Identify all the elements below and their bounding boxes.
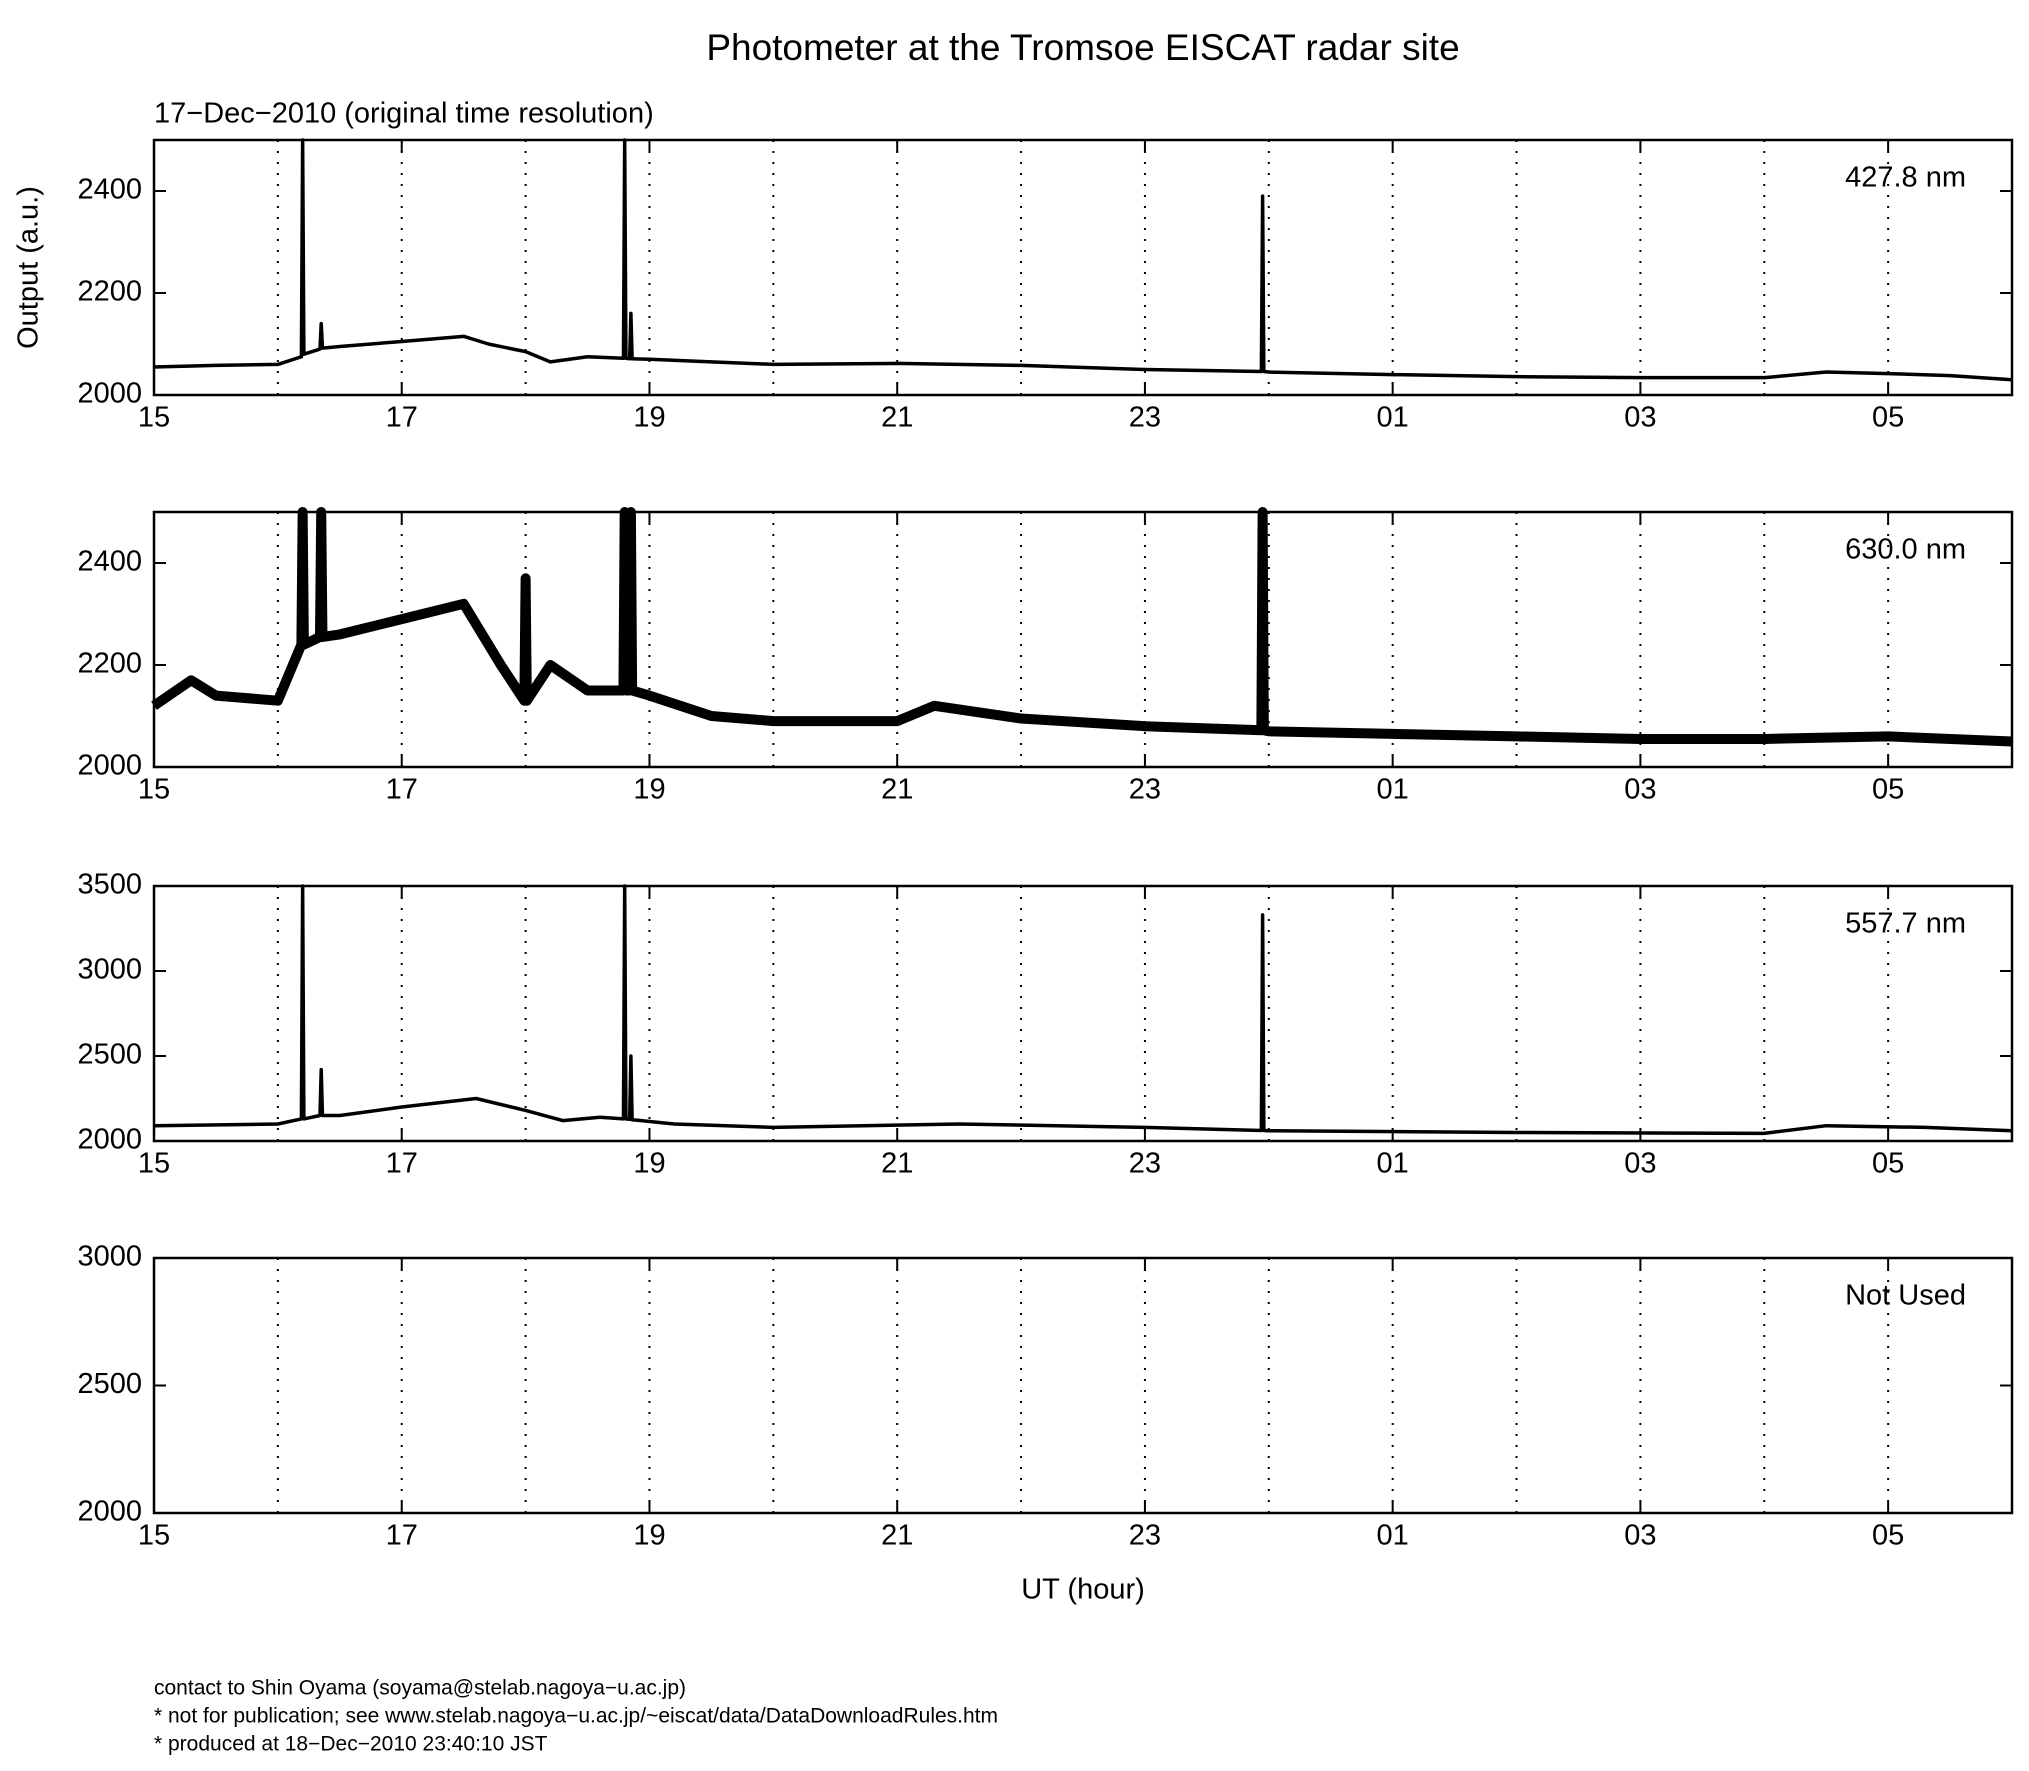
x-tick-label: 19 <box>633 1520 665 1552</box>
x-tick-label: 01 <box>1377 1148 1409 1180</box>
panel-label: Not Used <box>1845 1280 1966 1312</box>
x-tick-label: 21 <box>881 402 913 434</box>
y-tick-label: 2400 <box>77 546 142 578</box>
x-tick-label: 17 <box>386 1520 418 1552</box>
x-tick-label: 21 <box>881 1520 913 1552</box>
y-tick-label: 3500 <box>77 869 142 901</box>
y-tick-label: 2200 <box>77 648 142 680</box>
x-tick-label: 05 <box>1872 774 1904 806</box>
x-tick-label: 05 <box>1872 1520 1904 1552</box>
x-tick-label: 19 <box>633 402 665 434</box>
y-tick-label: 2000 <box>77 1124 142 1156</box>
x-tick-label: 23 <box>1129 1520 1161 1552</box>
figure-title: Photometer at the Tromsoe EISCAT radar s… <box>706 27 1459 68</box>
x-tick-label: 23 <box>1129 402 1161 434</box>
footer-line: * not for publication; see www.stelab.na… <box>154 1705 998 1728</box>
x-tick-label: 17 <box>386 774 418 806</box>
y-tick-label: 2500 <box>77 1368 142 1400</box>
x-tick-label: 17 <box>386 1148 418 1180</box>
y-tick-label: 2200 <box>77 276 142 308</box>
x-tick-label: 01 <box>1377 1520 1409 1552</box>
x-tick-label: 05 <box>1872 1148 1904 1180</box>
x-tick-label: 01 <box>1377 402 1409 434</box>
panel: 15 17 19 21 23 01 03 05 2000 2500 3000 Not Used UT (… <box>77 1241 2014 1606</box>
x-tick-label: 15 <box>138 1520 170 1552</box>
panel: 15 17 19 21 23 01 03 05 2000 2200 2400 427.8 nm Outp… <box>13 138 2014 434</box>
plot-frame <box>152 884 2014 1143</box>
x-tick-label: 03 <box>1624 1148 1656 1180</box>
x-tick-label: 21 <box>881 1148 913 1180</box>
panel: 15 17 19 21 23 01 03 05 2000 2500 3000 3500 557.7 nm <box>77 869 2014 1180</box>
x-tick-label: 15 <box>138 1148 170 1180</box>
data-line <box>153 884 2013 1136</box>
panel-label: 427.8 nm <box>1845 162 1966 194</box>
y-axis-label: Output (a.u.) <box>13 186 45 349</box>
y-tick-label: 2400 <box>77 174 142 206</box>
data-line <box>153 138 2013 382</box>
x-tick-label: 03 <box>1624 1520 1656 1552</box>
x-tick-label: 03 <box>1624 402 1656 434</box>
x-tick-label: 21 <box>881 774 913 806</box>
y-tick-label: 2000 <box>77 750 142 782</box>
x-tick-label: 15 <box>138 402 170 434</box>
y-tick-label: 2000 <box>77 1496 142 1528</box>
x-tick-label: 03 <box>1624 774 1656 806</box>
plot-frame <box>152 1256 2014 1515</box>
footer-line: contact to Shin Oyama (soyama@stelab.nag… <box>154 1677 686 1700</box>
x-tick-label: 01 <box>1377 774 1409 806</box>
x-tick-label: 23 <box>1129 774 1161 806</box>
x-tick-label: 19 <box>633 1148 665 1180</box>
x-tick-label: 23 <box>1129 1148 1161 1180</box>
y-tick-label: 3000 <box>77 954 142 986</box>
y-tick-label: 2500 <box>77 1039 142 1071</box>
plot-frame <box>152 138 2014 397</box>
y-tick-label: 2000 <box>77 378 142 410</box>
panel-label: 630.0 nm <box>1845 534 1966 566</box>
y-tick-label: 3000 <box>77 1241 142 1273</box>
x-tick-label: 17 <box>386 402 418 434</box>
panel-label: 557.7 nm <box>1845 908 1966 940</box>
data-line <box>151 507 2013 747</box>
panel: 15 17 19 21 23 01 03 05 2000 2200 2400 630.0 nm <box>77 507 2014 806</box>
x-tick-label: 05 <box>1872 402 1904 434</box>
subtitle: 17−Dec−2010 (original time resolution) <box>154 98 654 130</box>
x-tick-label: 19 <box>633 774 665 806</box>
x-tick-label: 15 <box>138 774 170 806</box>
plot-frame <box>152 510 2014 769</box>
x-axis-label: UT (hour) <box>1021 1574 1145 1606</box>
footer-line: * produced at 18−Dec−2010 23:40:10 JST <box>154 1733 548 1756</box>
